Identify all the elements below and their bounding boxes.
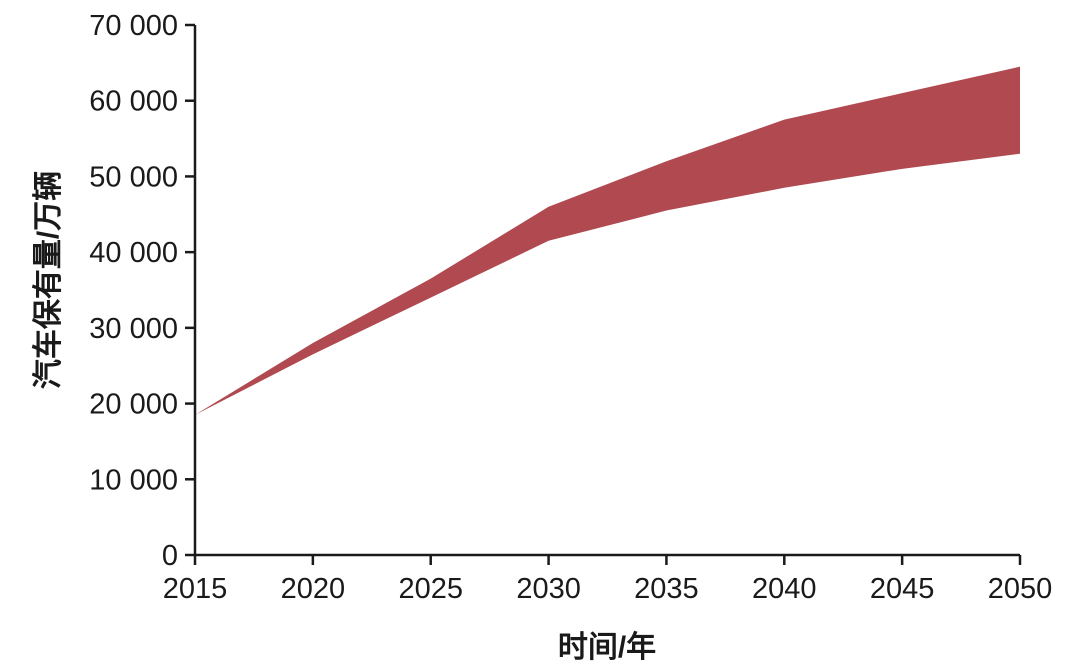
forecast-band bbox=[195, 66, 1020, 415]
y-axis-title: 汽车保有量/万辆 bbox=[32, 170, 65, 390]
y-tick-label: 40 000 bbox=[89, 237, 178, 269]
y-tick-label: 50 000 bbox=[89, 161, 178, 193]
y-tick-label: 30 000 bbox=[89, 313, 178, 345]
x-tick-label: 2050 bbox=[988, 573, 1053, 605]
x-tick-label: 2045 bbox=[870, 573, 935, 605]
y-tick-label: 10 000 bbox=[89, 464, 178, 496]
x-tick-label: 2025 bbox=[398, 573, 463, 605]
x-tick-label: 2035 bbox=[634, 573, 699, 605]
x-tick-label: 2015 bbox=[163, 573, 228, 605]
x-tick-label: 2020 bbox=[281, 573, 346, 605]
y-tick-label: 60 000 bbox=[89, 86, 178, 118]
y-tick-label: 70 000 bbox=[89, 10, 178, 42]
x-axis-title: 时间/年 bbox=[557, 631, 657, 664]
y-tick-label: 20 000 bbox=[89, 389, 178, 421]
x-tick-label: 2030 bbox=[516, 573, 581, 605]
x-tick-label: 2040 bbox=[752, 573, 817, 605]
y-tick-label: 0 bbox=[162, 540, 178, 572]
